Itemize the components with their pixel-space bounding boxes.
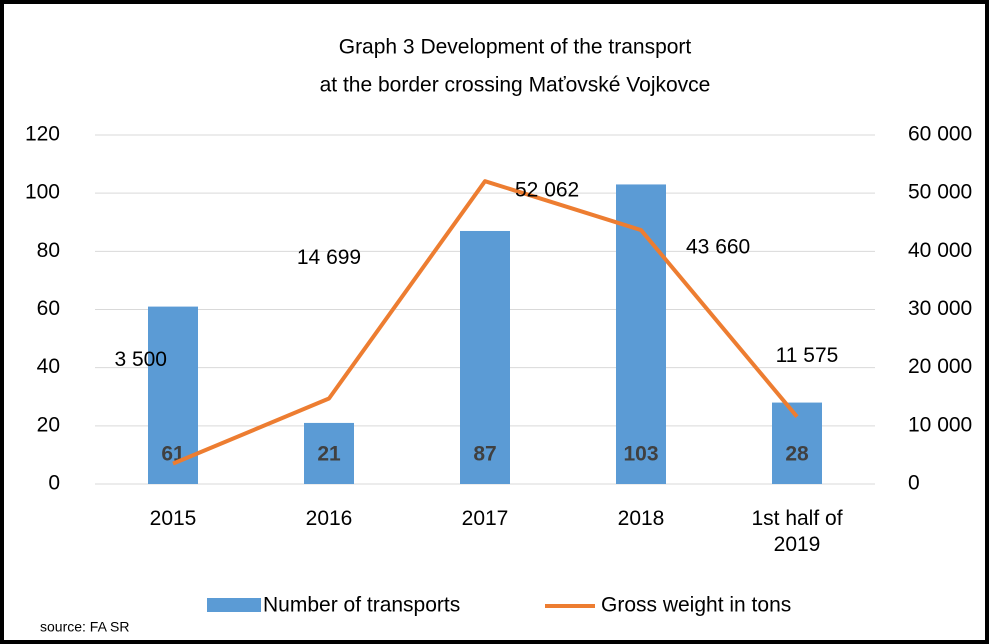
y2-tick-label: 20 000: [908, 355, 972, 378]
bar-value-label: 87: [473, 443, 496, 466]
x-tick-label: 2015: [149, 507, 197, 530]
x-tick-label: 2018: [617, 507, 665, 530]
y2-tick-label: 0: [908, 472, 920, 495]
line-value-label: 11 575: [776, 344, 839, 367]
bar-value-label: 21: [317, 443, 341, 466]
legend-label: Gross weight in tons: [601, 594, 791, 617]
y-tick-label: 80: [37, 239, 60, 262]
bar-value-label: 28: [785, 443, 809, 466]
x-tick-label: 2016: [305, 507, 353, 530]
bar-value-label: 103: [623, 443, 658, 466]
line-value-label: 52 062: [515, 179, 579, 202]
y2-tick-label: 30 000: [908, 297, 972, 320]
legend-swatch: [207, 598, 261, 612]
line-series: [172, 179, 799, 466]
line-value-label: 3 500: [114, 348, 167, 371]
chart-title: at the border crossing Maťovské Vojkovce: [320, 74, 711, 97]
bar: [148, 306, 198, 484]
x-tick-label: 2017: [461, 507, 509, 530]
bar: [304, 422, 354, 484]
y2-tick-label: 60 000: [908, 123, 972, 146]
legend-label: Number of transports: [263, 594, 460, 617]
y-tick-label: 40: [37, 355, 60, 378]
y2-tick-label: 50 000: [908, 181, 972, 204]
chart-title: Graph 3 Development of the transport: [339, 36, 692, 59]
bar: [460, 230, 510, 484]
x-tick-label: 1st half of 2019: [751, 507, 843, 556]
line-value-label: 43 660: [686, 236, 750, 259]
y-tick-label: 120: [25, 123, 60, 146]
y-tick-label: 100: [25, 181, 60, 204]
line-value-label: 14 699: [297, 246, 361, 269]
y-tick-label: 60: [37, 297, 60, 320]
y-tick-label: 0: [48, 472, 60, 495]
source-note: source: FA SR: [40, 619, 129, 635]
y2-tick-label: 10 000: [908, 413, 972, 436]
y-tick-label: 20: [37, 413, 60, 436]
y2-tick-label: 40 000: [908, 239, 972, 262]
bar: [616, 184, 666, 485]
